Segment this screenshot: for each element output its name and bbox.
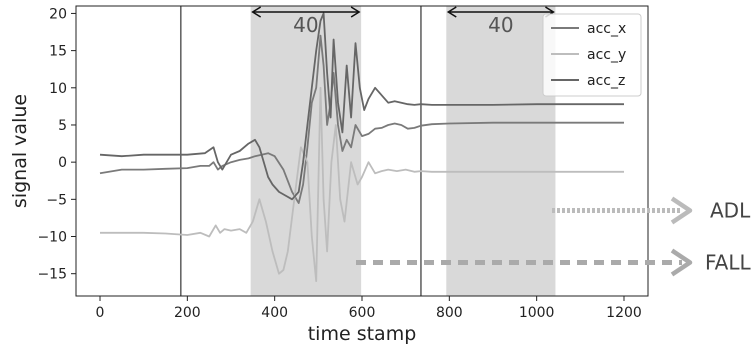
- y-axis-title: signal value: [9, 94, 31, 208]
- legend-label: acc_y: [587, 47, 626, 63]
- arrow-head-left-icon: [446, 6, 457, 18]
- event-markers: [179, 6, 422, 296]
- y-tick-label: −10: [37, 230, 67, 246]
- arrow-head-right-icon: [350, 6, 361, 18]
- annotation-label-adl: ADL: [710, 198, 751, 222]
- y-tick-label: −5: [46, 192, 67, 208]
- y-tick-label: −15: [37, 267, 67, 283]
- x-tick-label: 600: [349, 305, 376, 321]
- x-tick-label: 1200: [606, 305, 642, 321]
- x-tick-label: 800: [436, 305, 463, 321]
- arrow-head-left-icon: [251, 6, 262, 18]
- arrow-right-icon: [670, 248, 693, 277]
- shaded-window-2: [446, 6, 556, 296]
- x-axis-title: time stamp: [308, 323, 417, 345]
- legend-label: acc_x: [587, 21, 626, 37]
- shaded-window-1: [250, 6, 362, 296]
- window-label-2: 40: [488, 13, 513, 37]
- class-annotations: ADL FALL: [356, 196, 751, 277]
- window-label-1: 40: [293, 13, 318, 37]
- window-labels: 40 40: [251, 6, 555, 37]
- x-tick-label: 0: [96, 305, 105, 321]
- y-tick-label: 15: [49, 44, 67, 60]
- arrow-right-icon: [670, 196, 693, 225]
- shaded-windows: [250, 6, 556, 296]
- x-tick-label: 1000: [519, 305, 555, 321]
- x-tick-label: 200: [174, 305, 201, 321]
- y-tick-label: 10: [49, 81, 67, 97]
- legend-box: [542, 13, 642, 97]
- series-line-acc-z: [99, 12, 624, 201]
- series-line-acc-x: [99, 34, 624, 205]
- series-line-acc-y: [100, 86, 624, 283]
- legend-label: acc_z: [587, 73, 625, 89]
- x-axis-ticks: 0 200 400 600 800 1000 1200: [96, 296, 642, 321]
- legend: acc_x acc_y acc_z: [542, 13, 642, 97]
- x-tick-label: 400: [261, 305, 288, 321]
- annotation-label-fall: FALL: [705, 251, 751, 275]
- y-tick-label: 5: [58, 118, 67, 134]
- signal-series: [99, 12, 624, 283]
- y-axis-ticks: −15 −10 −5 0 5 10 15 20: [37, 6, 76, 283]
- y-tick-label: 0: [58, 155, 67, 171]
- y-tick-label: 20: [49, 6, 67, 22]
